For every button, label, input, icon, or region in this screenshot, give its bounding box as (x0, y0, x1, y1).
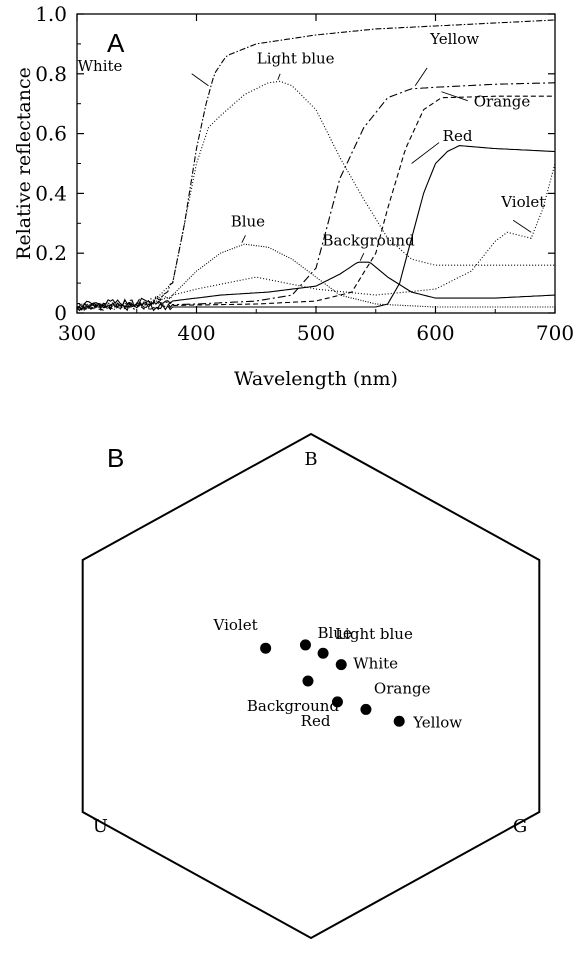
locus-label: White (353, 655, 398, 673)
panel-a-reflectance-chart: A 300 400 500 600 700 0 0.2 0.4 0.6 0.8 1.0 White L… (13, 2, 574, 390)
curve-white (76, 19, 556, 311)
locus-point-yellow (393, 715, 405, 727)
curve-background (76, 261, 556, 308)
locus-label: Violet (213, 616, 258, 634)
locus-point-white (335, 659, 347, 671)
x-tick-label: 500 (297, 321, 335, 345)
curve-yellow (76, 82, 555, 312)
vertex-label-g: G (513, 816, 527, 837)
locus-label: Red (301, 712, 331, 730)
label-leader-line (512, 219, 532, 233)
locus-point-background (302, 675, 314, 687)
label-leader-line (411, 142, 440, 164)
color-hexagon (81, 432, 541, 940)
curve-label: Orange (474, 93, 531, 111)
curve-violet (76, 163, 556, 312)
label-leader-line (191, 73, 209, 87)
curve-label: Red (443, 127, 473, 145)
curve-red (76, 145, 556, 312)
curve-light-blue (77, 80, 555, 311)
x-tick-label: 400 (177, 321, 215, 345)
label-leader-line (241, 235, 246, 243)
y-axis-title: Relative reflectance (13, 67, 35, 260)
label-leader-line (414, 67, 428, 87)
locus-point-blue (299, 639, 311, 651)
y-tick-label: 1.0 (35, 2, 67, 26)
locus-point-red (331, 696, 343, 708)
y-tick-label: 0 (54, 301, 67, 325)
locus-label: Yellow (412, 713, 462, 731)
locus-point-orange (360, 703, 372, 715)
hexagon-vertex-labels: B G U (93, 449, 528, 837)
curve-label: Blue (231, 212, 265, 230)
locus-label: Background (247, 697, 340, 715)
label-leader-line (441, 91, 468, 102)
curve-label: Yellow (429, 30, 479, 48)
locus-label: Orange (374, 679, 431, 697)
panel-b-label: B (107, 443, 124, 473)
curve-label: White (78, 57, 123, 75)
locus-label: Light blue (335, 625, 413, 643)
curve-orange (76, 95, 555, 312)
panel-a-label: A (107, 28, 125, 58)
x-tick-label: 600 (416, 321, 454, 345)
locus-point-violet (260, 642, 272, 654)
vertex-label-u: U (93, 816, 108, 837)
locus-point-light-blue (317, 647, 329, 659)
reflectance-curves (76, 19, 556, 312)
locus-label: Blue (317, 624, 351, 642)
axis-ticks: 300 400 500 600 700 0 0.2 0.4 0.6 0.8 1.0 (35, 2, 574, 345)
curve-label: Violet (500, 193, 545, 211)
curve-blue (76, 243, 555, 312)
x-tick-label: 700 (536, 321, 574, 345)
y-tick-label: 0.4 (35, 181, 67, 205)
curve-label: Light blue (257, 49, 335, 67)
x-tick-label: 300 (58, 321, 96, 345)
label-leader-line (359, 253, 365, 261)
y-tick-label: 0.2 (35, 241, 67, 265)
vertex-label-b: B (304, 449, 317, 470)
curve-label: Background (322, 232, 415, 250)
y-tick-label: 0.6 (35, 122, 67, 146)
x-axis-title: Wavelength (nm) (234, 368, 398, 390)
y-tick-label: 0.8 (35, 62, 67, 86)
label-leader-line (277, 73, 281, 80)
